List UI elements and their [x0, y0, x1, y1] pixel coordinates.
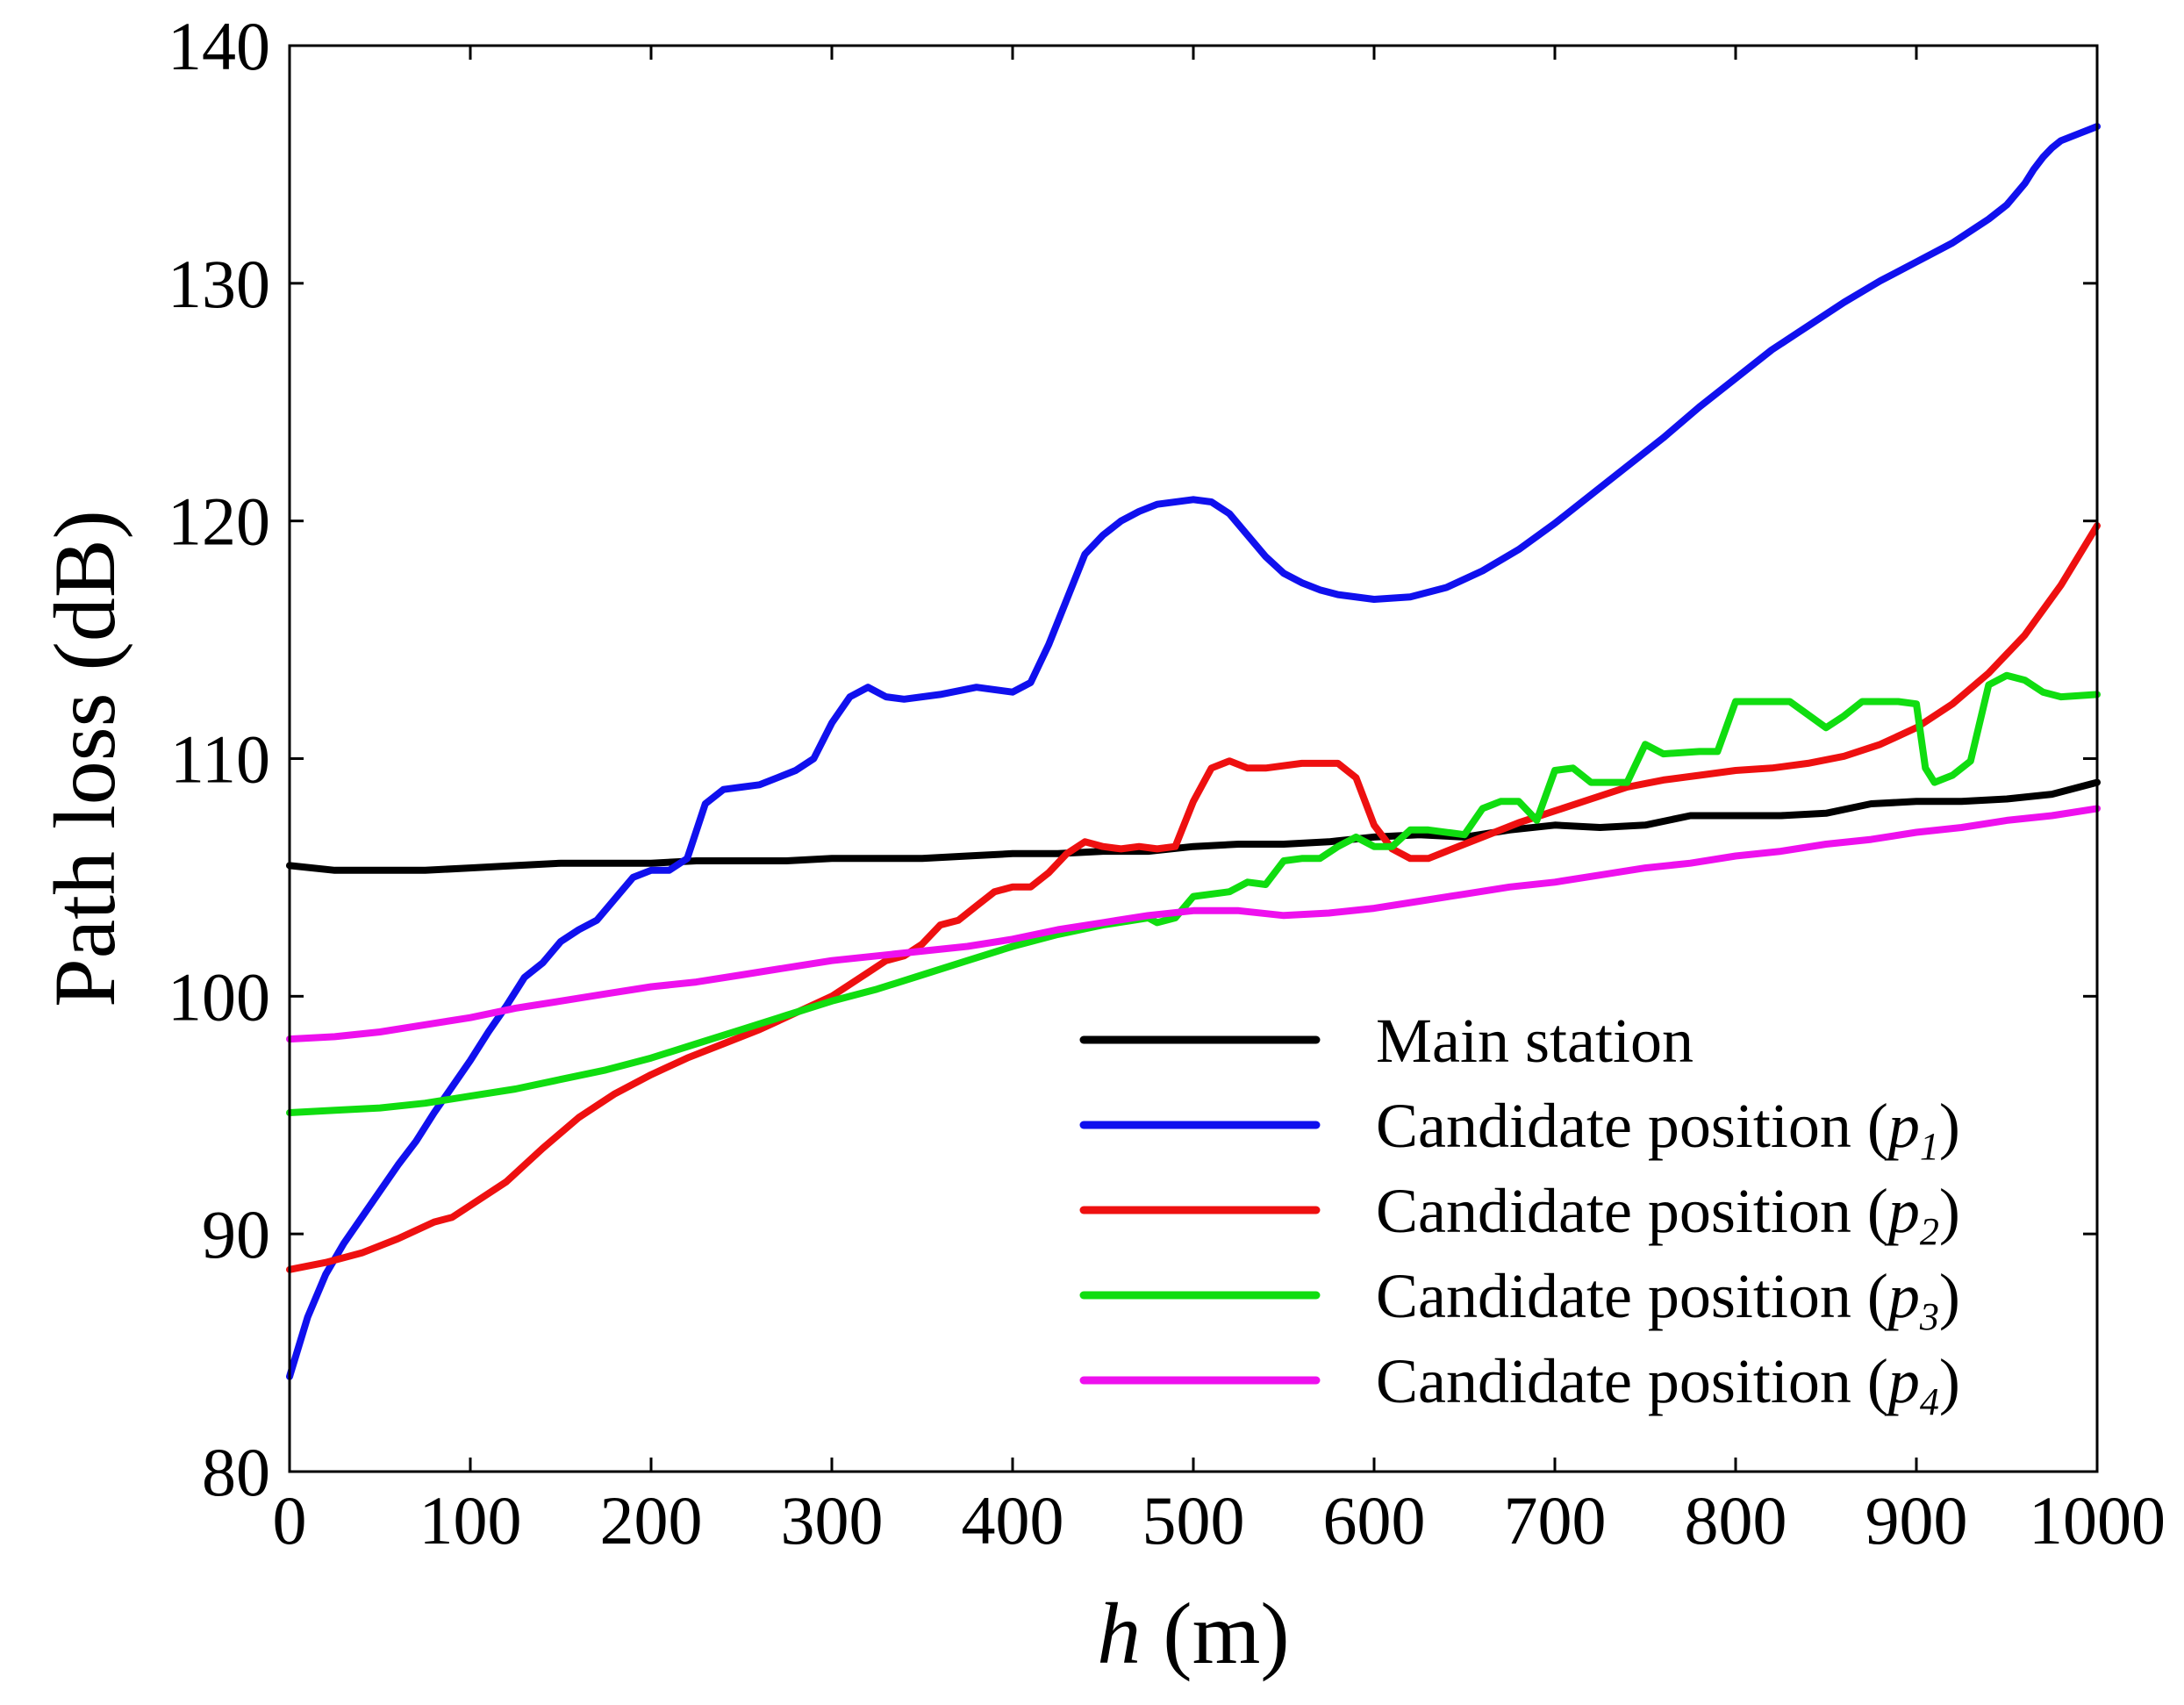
- legend-label: Candidate position (p4): [1376, 1346, 1960, 1423]
- y-tick-labels: 80 90 100 110 120 130 140: [168, 8, 270, 1510]
- x-tick-label: 900: [1865, 1482, 1968, 1558]
- x-tick-label: 600: [1323, 1482, 1426, 1558]
- series-line-p2: [286, 522, 2101, 1273]
- legend-label: Candidate position (p3): [1376, 1261, 1960, 1338]
- x-tick-label: 300: [781, 1482, 884, 1558]
- legend-item: Candidate position (p3): [1079, 1261, 1960, 1338]
- x-tick-label: 800: [1685, 1482, 1787, 1558]
- legend-label-text: Candidate position (: [1376, 1091, 1888, 1161]
- series-line-main-station: [286, 778, 2101, 874]
- y-tick-label: 90: [202, 1196, 270, 1272]
- legend-label-text: Candidate position (: [1376, 1346, 1888, 1416]
- legend-label-variable: p: [1884, 1176, 1920, 1246]
- legend-label-text: Candidate position (: [1376, 1261, 1888, 1331]
- legend-label-variable: p: [1884, 1261, 1920, 1331]
- plot-series: [286, 123, 2101, 1380]
- legend-item: Main station: [1079, 1006, 1693, 1076]
- y-tick-label: 80: [202, 1434, 270, 1510]
- legend-label-suffix: ): [1939, 1176, 1960, 1246]
- x-tick-label: 400: [962, 1482, 1064, 1558]
- legend-label-variable: p: [1884, 1346, 1920, 1416]
- series-line-p1: [286, 123, 2101, 1380]
- legend-label-subscript: 2: [1920, 1210, 1939, 1253]
- y-axis-title: Path loss (dB): [36, 510, 133, 1007]
- series-line-p4: [286, 805, 2101, 1043]
- y-tick-label: 140: [168, 8, 270, 84]
- y-tick-label: 120: [168, 484, 270, 560]
- plot-frame: [288, 44, 2099, 1473]
- legend-item: Candidate position (p2): [1079, 1176, 1960, 1253]
- y-tick-label: 110: [170, 721, 270, 798]
- legend-item: Candidate position (p4): [1079, 1346, 1960, 1423]
- x-tick-label: 700: [1504, 1482, 1607, 1558]
- legend-label-subscript: 1: [1920, 1125, 1939, 1168]
- legend-label: Main station: [1376, 1006, 1693, 1076]
- x-axis-unit: (m): [1141, 1585, 1289, 1682]
- legend-label-suffix: ): [1939, 1091, 1960, 1161]
- x-tick-label: 100: [419, 1482, 522, 1558]
- legend-label: Candidate position (p1): [1376, 1091, 1960, 1168]
- legend-label-suffix: ): [1939, 1346, 1960, 1416]
- legend-item: Candidate position (p1): [1079, 1091, 1960, 1168]
- x-tick-label: 1000: [2029, 1482, 2166, 1558]
- x-tick-label: 200: [600, 1482, 703, 1558]
- legend-label-subscript: 3: [1919, 1295, 1939, 1338]
- legend-label-subscript: 4: [1920, 1380, 1939, 1423]
- x-tick-label: 0: [273, 1482, 307, 1558]
- series-line-p3: [286, 671, 2101, 1116]
- x-axis-title: h (m): [1097, 1585, 1289, 1682]
- legend-label-text: Main station: [1376, 1006, 1693, 1076]
- x-axis-variable: h: [1097, 1585, 1141, 1682]
- legend-label: Candidate position (p2): [1376, 1176, 1960, 1253]
- x-tick-labels: 0 100 200 300 400 500 600 700 800 900 1000: [273, 1482, 2166, 1558]
- legend-label-text: Candidate position (: [1376, 1176, 1888, 1246]
- y-tick-label: 130: [168, 246, 270, 322]
- legend-label-variable: p: [1884, 1091, 1920, 1161]
- y-tick-label: 100: [168, 958, 270, 1035]
- legend-label-suffix: ): [1939, 1261, 1960, 1331]
- x-tick-label: 500: [1142, 1482, 1245, 1558]
